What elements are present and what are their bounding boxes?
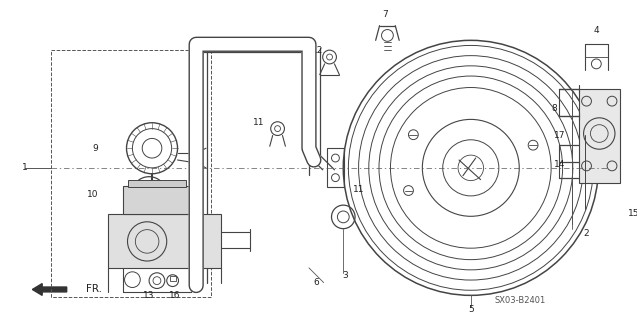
Text: 12: 12: [312, 46, 324, 55]
Text: 8: 8: [551, 105, 557, 114]
Text: 2: 2: [583, 229, 589, 238]
Text: 16: 16: [169, 291, 180, 300]
Text: 5: 5: [468, 305, 474, 314]
Text: 6: 6: [313, 278, 318, 287]
Text: 17: 17: [554, 131, 566, 140]
Text: 10: 10: [87, 190, 98, 199]
Text: 3: 3: [342, 271, 348, 280]
Text: 11: 11: [353, 185, 364, 194]
Text: 7: 7: [383, 10, 389, 19]
Bar: [108, 214, 220, 268]
FancyArrow shape: [32, 284, 67, 295]
Bar: [327, 148, 344, 188]
Bar: [578, 89, 620, 182]
Text: 13: 13: [143, 291, 155, 300]
Text: FR.: FR.: [86, 284, 103, 294]
Bar: [169, 276, 176, 281]
Text: 9: 9: [92, 144, 98, 153]
Text: 4: 4: [594, 26, 599, 35]
Text: SX03-B2401: SX03-B2401: [494, 296, 545, 305]
Bar: [127, 180, 187, 188]
Text: 11: 11: [254, 118, 265, 127]
Bar: [51, 50, 211, 297]
Bar: [122, 187, 191, 214]
Text: 14: 14: [554, 160, 566, 169]
Circle shape: [150, 188, 154, 192]
Text: 1: 1: [22, 163, 27, 172]
Text: 15: 15: [627, 210, 637, 219]
